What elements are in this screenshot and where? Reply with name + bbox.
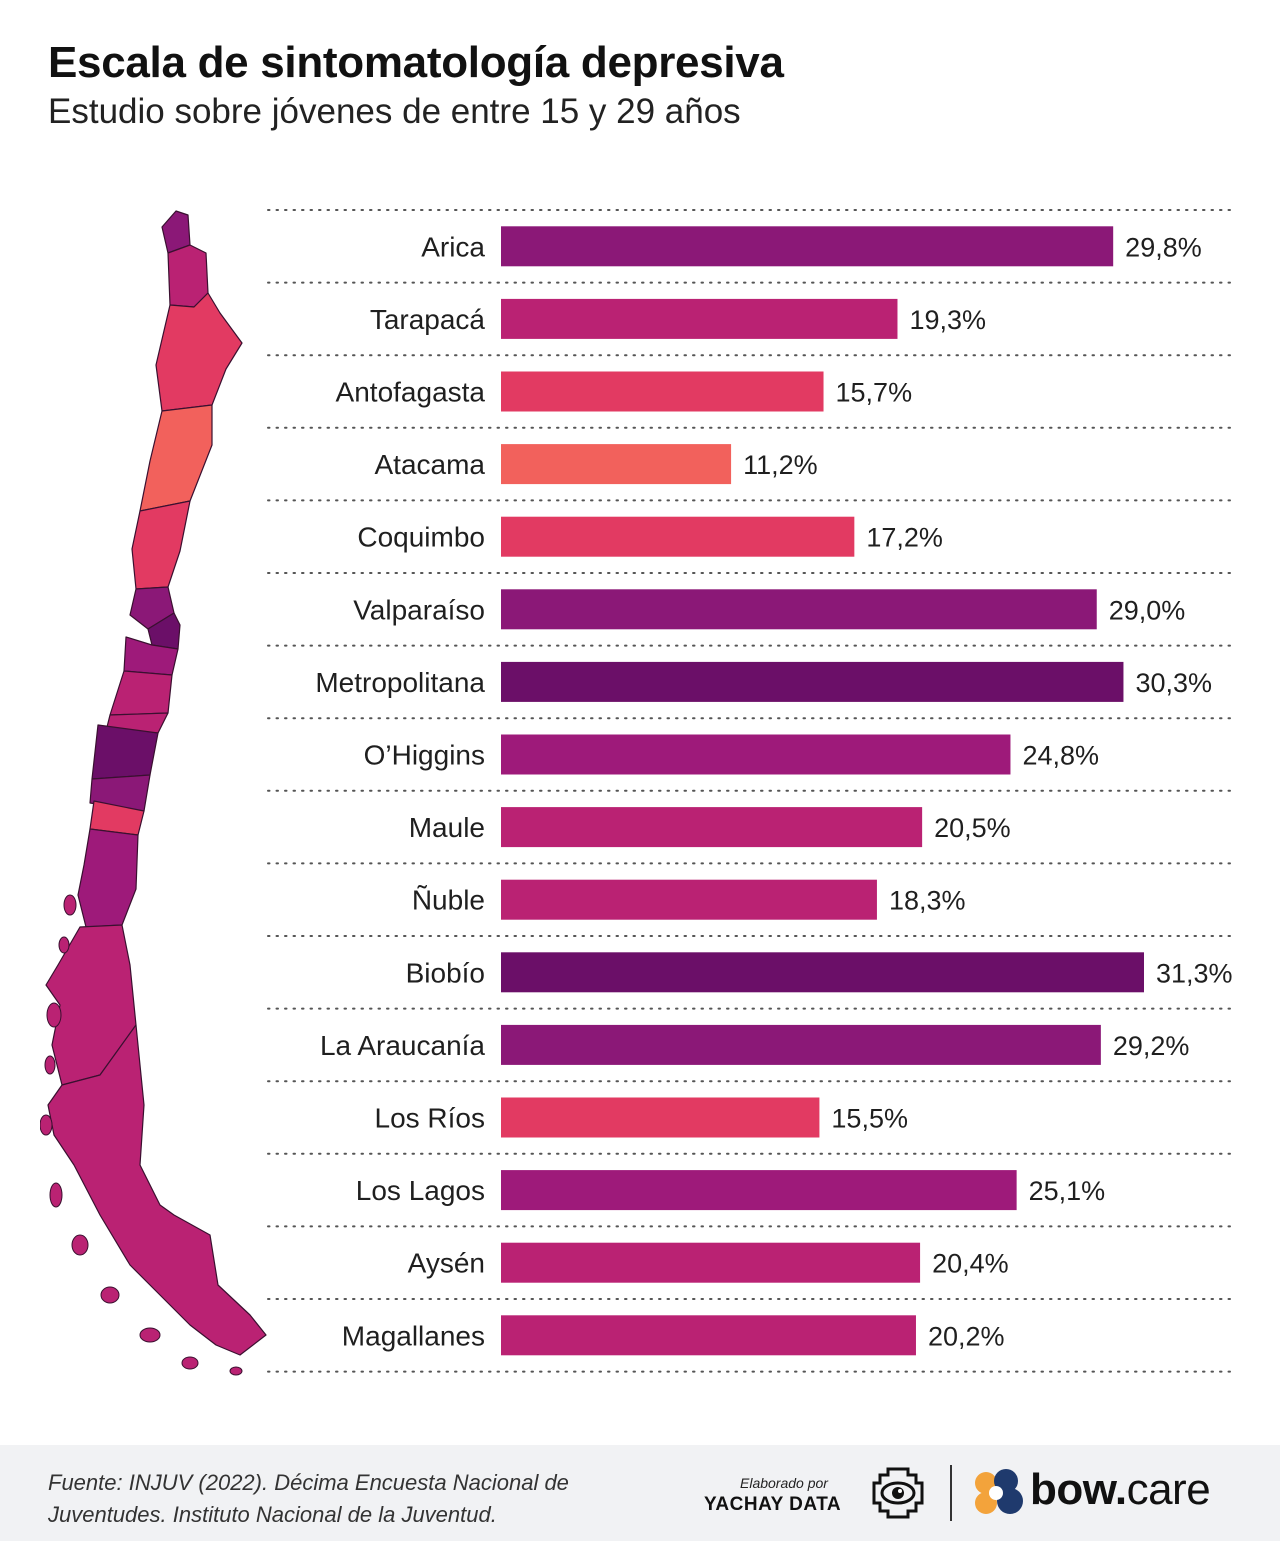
bow-wordmark-bold: bow. (1030, 1465, 1127, 1514)
credit-brand: YACHAY DATA (704, 1494, 842, 1515)
bar (501, 516, 855, 557)
source-note: Fuente: INJUV (2022). Décima Encuesta Na… (48, 1470, 569, 1527)
value-label: 19,3% (909, 305, 986, 335)
value-label: 20,4% (932, 1249, 1009, 1279)
eye-logo-icon (872, 1467, 924, 1519)
bar (501, 1170, 1017, 1211)
bar-chart: Arica 29,8% Tarapacá 19,3% Antofagasta 15,7% A… (267, 209, 1237, 1373)
map-region-magallanes (47, 1024, 267, 1356)
chart-subtitle: Estudio sobre jóvenes de entre 15 y 29 a… (48, 92, 741, 131)
category-label: Ñuble (412, 885, 485, 916)
category-label: Los Ríos (375, 1103, 486, 1134)
value-label: 15,7% (836, 378, 913, 408)
bow-wordmark-light: care (1126, 1465, 1211, 1514)
map-region-ohiggins (123, 636, 179, 676)
category-label: Arica (421, 231, 485, 262)
map-island (181, 1356, 199, 1370)
map-island (139, 1327, 161, 1343)
value-label: 15,5% (831, 1104, 908, 1134)
value-label: 20,2% (928, 1321, 1005, 1351)
map-region-metropolitana (147, 612, 181, 650)
map-island (58, 936, 70, 954)
bar (501, 1242, 921, 1283)
category-label: O’Higgins (364, 740, 485, 771)
bar (501, 734, 1011, 775)
bar (501, 879, 877, 920)
category-label: Atacama (375, 449, 486, 480)
footer: Fuente: INJUV (2022). Décima Encuesta Na… (0, 1445, 1280, 1541)
bow-care-logo-icon (975, 1469, 1023, 1514)
value-label: 31,3% (1156, 958, 1233, 988)
bar (501, 371, 824, 412)
category-label: La Araucanía (320, 1030, 485, 1061)
value-label: 29,2% (1113, 1031, 1190, 1061)
category-label: Tarapacá (370, 304, 486, 335)
map-island (44, 1055, 56, 1075)
bar (501, 807, 923, 848)
category-label: Antofagasta (336, 377, 486, 408)
value-label: 30,3% (1135, 668, 1212, 698)
map-island (40, 1114, 53, 1136)
category-label: Valparaíso (353, 594, 485, 625)
bar (501, 1024, 1101, 1065)
value-label: 29,0% (1109, 595, 1186, 625)
value-label: 25,1% (1029, 1176, 1106, 1206)
category-label: Aysén (408, 1248, 485, 1279)
map-island (100, 1286, 120, 1304)
value-label: 20,5% (934, 813, 1011, 843)
map-island (46, 1002, 62, 1028)
bow-care-wordmark: bow.care (1030, 1465, 1211, 1515)
bar (501, 952, 1144, 993)
bar (501, 589, 1097, 630)
value-label: 24,8% (1022, 741, 1099, 771)
map-region-antofagasta (155, 292, 243, 412)
map-island (229, 1366, 243, 1376)
category-label: Los Lagos (356, 1175, 485, 1206)
value-label: 11,2% (743, 450, 818, 480)
bar (501, 298, 898, 339)
value-label: 29,8% (1125, 232, 1202, 262)
category-label: Maule (409, 812, 485, 843)
category-label: Metropolitana (315, 667, 485, 698)
bar (501, 1315, 916, 1356)
category-label: Magallanes (342, 1320, 485, 1351)
category-label: Biobío (406, 957, 485, 988)
value-label: 17,2% (866, 523, 943, 553)
map-island (63, 894, 77, 916)
bar (501, 1097, 820, 1138)
map-island (71, 1234, 89, 1256)
bar (501, 226, 1114, 267)
value-label: 18,3% (889, 886, 966, 916)
bar (501, 444, 732, 485)
category-label: Coquimbo (357, 522, 485, 553)
credit-label: Elaborado por (740, 1475, 828, 1491)
footer-divider (950, 1465, 952, 1521)
bar (501, 661, 1124, 702)
map-island (49, 1182, 63, 1208)
chile-map (40, 210, 267, 1376)
chart-title: Escala de sintomatología depresiva (48, 38, 784, 87)
